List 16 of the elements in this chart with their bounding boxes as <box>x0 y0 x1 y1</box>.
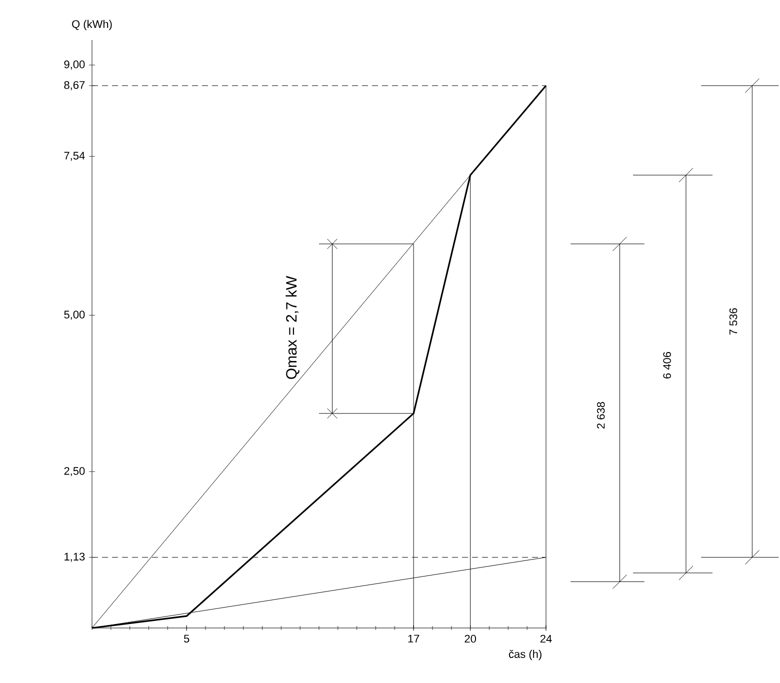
y-axis-title: Q (kWh) <box>72 20 112 30</box>
text: 2 638 <box>596 402 605 429</box>
y-tick-label: 9,00 <box>64 60 85 70</box>
y-tick-label: 8,67 <box>64 81 85 90</box>
y-tick-label: 5,00 <box>64 310 85 320</box>
y-tick-label: 1,13 <box>64 552 85 562</box>
y-tick-label: 7,54 <box>64 152 85 161</box>
x-tick-label: 17 <box>408 634 420 642</box>
text: 6 406 <box>663 352 671 378</box>
text: 7 536 <box>729 308 738 335</box>
x-axis-title: čas (h) <box>508 650 542 660</box>
x-tick-label: 5 <box>184 634 190 643</box>
annotation: Qmax = 2,7 kW <box>286 276 300 379</box>
y-tick-label: 2,50 <box>64 467 85 476</box>
x-tick-label: 24 <box>540 634 552 643</box>
x-tick-label: 20 <box>464 634 476 643</box>
